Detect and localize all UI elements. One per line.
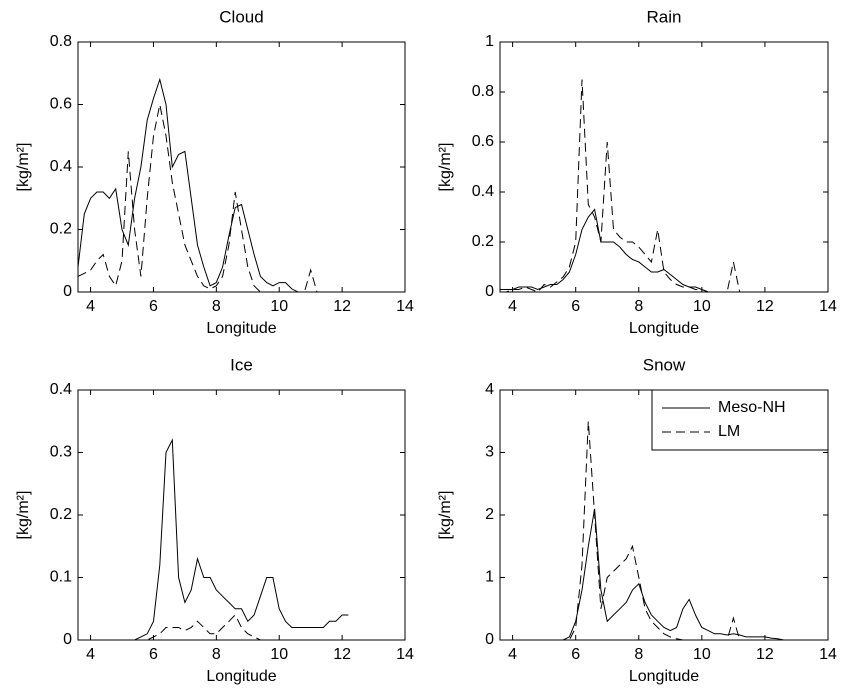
- data-line: [500, 79, 784, 292]
- x-tick-label: 8: [212, 646, 221, 663]
- y-tick-label: 0: [485, 283, 494, 300]
- y-tick-label: 0.6: [472, 133, 494, 150]
- y-axis-label: [kg/m²]: [437, 143, 454, 192]
- data-line: [556, 508, 784, 640]
- legend-label: LM: [718, 423, 740, 440]
- x-tick-label: 8: [634, 646, 643, 663]
- x-tick-label: 12: [756, 298, 774, 315]
- axes-box: [499, 41, 829, 293]
- panel-title: Snow: [643, 355, 686, 374]
- legend-label: Meso-NH: [718, 399, 786, 416]
- x-tick-label: 10: [693, 646, 711, 663]
- x-axis-label: Longitude: [206, 668, 276, 685]
- x-tick-label: 12: [333, 646, 351, 663]
- x-tick-label: 6: [149, 298, 158, 315]
- y-tick-label: 0.4: [50, 381, 72, 398]
- x-tick-label: 14: [819, 298, 837, 315]
- x-tick-label: 8: [212, 298, 221, 315]
- data-line: [500, 208, 784, 292]
- x-tick-label: 6: [571, 646, 580, 663]
- x-tick-label: 6: [149, 646, 158, 663]
- x-tick-label: 8: [634, 298, 643, 315]
- x-tick-label: 4: [86, 298, 95, 315]
- y-tick-label: 3: [485, 444, 494, 461]
- panel-title: Rain: [647, 7, 682, 26]
- y-tick-label: 0.8: [472, 83, 494, 100]
- y-tick-label: 0.2: [472, 233, 494, 250]
- y-tick-label: 0.2: [50, 506, 72, 523]
- data-line: [556, 421, 765, 640]
- data-line: [134, 614, 292, 640]
- y-tick-label: 0.1: [50, 569, 72, 586]
- x-axis-label: Longitude: [206, 320, 276, 337]
- x-tick-label: 12: [333, 298, 351, 315]
- x-tick-label: 4: [508, 298, 517, 315]
- y-tick-label: 0.6: [50, 96, 72, 113]
- x-axis-label: Longitude: [629, 320, 699, 337]
- y-tick-label: 0.8: [50, 33, 72, 50]
- y-tick-label: 0: [63, 631, 72, 648]
- x-tick-label: 14: [396, 646, 414, 663]
- y-tick-label: 0.3: [50, 444, 72, 461]
- x-tick-label: 4: [86, 646, 95, 663]
- y-axis-label: [kg/m²]: [437, 491, 454, 540]
- y-tick-label: 1: [485, 33, 494, 50]
- axes-box: [77, 389, 406, 641]
- y-axis-label: [kg/m²]: [15, 491, 32, 540]
- panel-title: Ice: [230, 355, 253, 374]
- data-line: [78, 104, 361, 292]
- y-tick-label: 0: [63, 283, 72, 300]
- data-line: [122, 438, 349, 640]
- panel-title: Cloud: [219, 7, 263, 26]
- y-tick-label: 1: [485, 569, 494, 586]
- x-tick-label: 10: [693, 298, 711, 315]
- x-tick-label: 4: [508, 646, 517, 663]
- y-tick-label: 0.4: [50, 158, 72, 175]
- legend-box: [651, 389, 829, 451]
- x-tick-label: 10: [270, 646, 288, 663]
- x-tick-label: 12: [756, 646, 774, 663]
- y-tick-label: 0.2: [50, 221, 72, 238]
- x-tick-label: 10: [270, 298, 288, 315]
- y-tick-label: 4: [485, 381, 494, 398]
- x-tick-label: 6: [571, 298, 580, 315]
- y-axis-label: [kg/m²]: [15, 143, 32, 192]
- y-tick-label: 0: [485, 631, 494, 648]
- data-line: [78, 77, 361, 292]
- x-axis-label: Longitude: [629, 668, 699, 685]
- y-tick-label: 0.4: [472, 183, 494, 200]
- x-tick-label: 14: [396, 298, 414, 315]
- x-tick-label: 14: [819, 646, 837, 663]
- y-tick-label: 2: [485, 506, 494, 523]
